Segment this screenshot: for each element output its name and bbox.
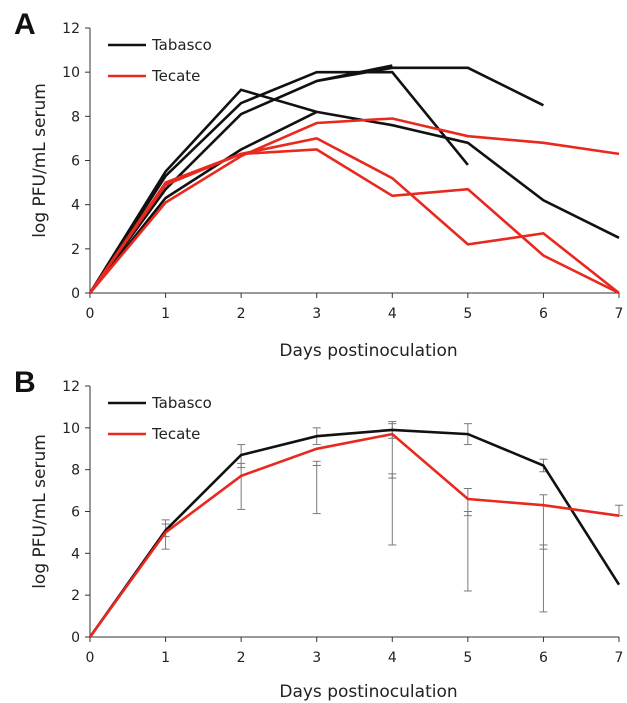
y-tick-label: 10 xyxy=(62,421,80,437)
series-line-tabasco xyxy=(88,70,469,294)
y-tick-label: 8 xyxy=(71,463,80,479)
x-tick-label: 4 xyxy=(388,306,397,322)
series-line-tecate xyxy=(89,117,620,294)
y-tick-label: 12 xyxy=(62,379,80,395)
series-line-tabasco xyxy=(88,88,620,294)
series-line-tabasco xyxy=(316,66,544,107)
x-tick-label: 5 xyxy=(463,650,472,666)
y-tick-label: 6 xyxy=(71,154,80,170)
x-tick-label: 2 xyxy=(237,306,246,322)
x-tick-label: 3 xyxy=(312,306,321,322)
y-tick-label: 4 xyxy=(71,198,80,214)
x-tick-label: 7 xyxy=(615,306,624,322)
x-tick-label: 1 xyxy=(161,306,170,322)
y-tick-label: 10 xyxy=(62,65,80,81)
x-tick-label: 0 xyxy=(86,650,95,666)
panel-letter: A xyxy=(14,8,36,41)
x-tick-label: 0 xyxy=(86,306,95,322)
series-line-tabasco xyxy=(88,428,621,638)
legend-label-tecate: Tecate xyxy=(151,425,200,443)
series-line-tecate xyxy=(88,137,620,295)
x-tick-label: 5 xyxy=(463,306,472,322)
panel-letter: B xyxy=(14,366,36,399)
y-tick-label: 0 xyxy=(71,630,80,646)
series-line-tabasco xyxy=(88,110,318,294)
x-tick-label: 6 xyxy=(539,650,548,666)
y-tick-label: 2 xyxy=(71,242,80,258)
x-tick-label: 2 xyxy=(237,650,246,666)
legend-label-tecate: Tecate xyxy=(151,67,200,85)
x-tick-label: 7 xyxy=(615,650,624,666)
y-tick-label: 8 xyxy=(71,109,80,125)
x-tick-label: 1 xyxy=(161,650,170,666)
x-axis-title: Days postinoculation xyxy=(279,682,457,702)
x-tick-label: 6 xyxy=(539,306,548,322)
legend-label-tabasco: Tabasco xyxy=(151,36,212,54)
y-tick-label: 4 xyxy=(71,546,80,562)
series-line-tecate xyxy=(88,432,620,638)
y-tick-label: 0 xyxy=(71,286,80,302)
y-tick-label: 2 xyxy=(71,588,80,604)
x-tick-label: 3 xyxy=(312,650,321,666)
x-axis-title: Days postinoculation xyxy=(279,341,457,361)
legend-label-tabasco: Tabasco xyxy=(151,394,212,412)
y-tick-label: 6 xyxy=(71,505,80,521)
y-tick-label: 12 xyxy=(62,21,80,37)
y-axis-title: log PFU/mL serum xyxy=(30,434,50,589)
series-line-tecate xyxy=(88,148,620,295)
y-axis-title: log PFU/mL serum xyxy=(30,83,50,238)
x-tick-label: 4 xyxy=(388,650,397,666)
series-line-tabasco xyxy=(88,64,393,294)
